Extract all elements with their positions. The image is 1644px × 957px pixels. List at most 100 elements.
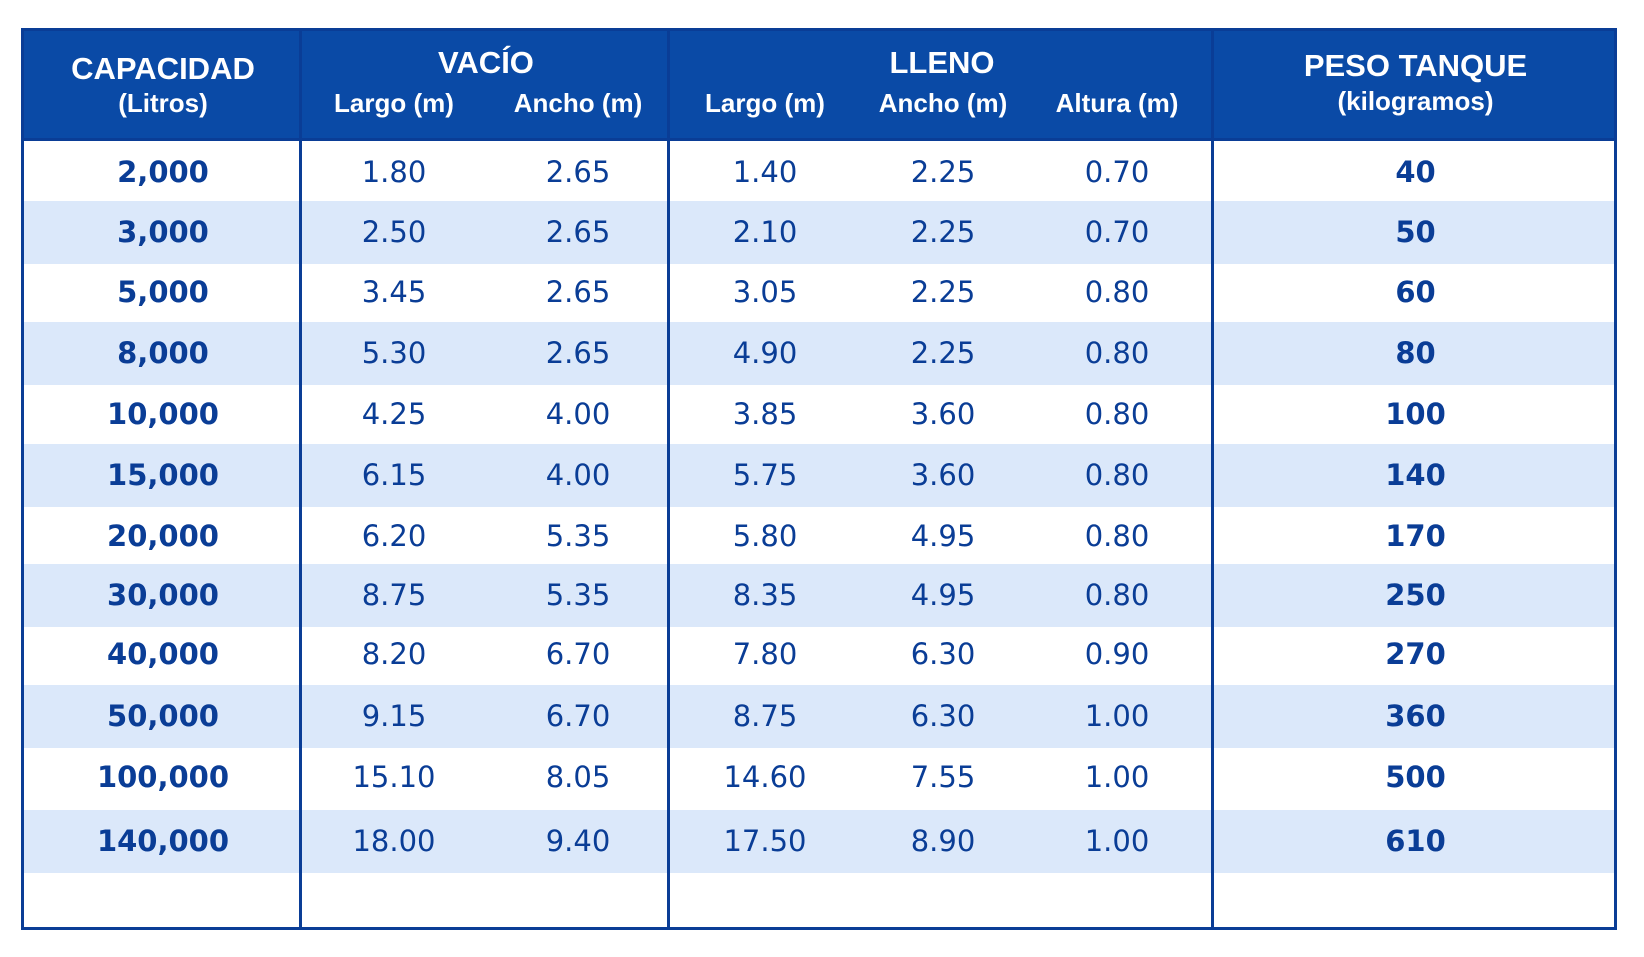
table-row: 2,000 1.80 2.65 1.40 2.25 0.70 40	[24, 141, 1614, 204]
table-row: 50,000 9.15 6.70 8.75 6.30 1.00 360	[24, 685, 1614, 748]
cell-vacio-ancho: 6.70	[545, 637, 611, 671]
cell-vacio-ancho: 4.00	[545, 458, 611, 492]
cell-lleno-altura: 0.70	[1084, 215, 1150, 249]
header-capacidad-sub: (Litros)	[118, 88, 208, 118]
cell-peso: 270	[1385, 637, 1446, 671]
header-lleno-title: LLENO	[889, 45, 995, 80]
cell-lleno-largo: 4.90	[732, 336, 798, 370]
cell-lleno-largo: 8.35	[732, 578, 798, 612]
header-lleno-altura: Altura (m)	[1055, 88, 1179, 118]
cell-lleno-largo: 7.80	[732, 637, 798, 671]
table-row: 140,000 18.00 9.40 17.50 8.90 1.00 610	[24, 810, 1614, 873]
cell-vacio-ancho: 2.65	[545, 155, 611, 189]
table-row: 30,000 8.75 5.35 8.35 4.95 0.80 250	[24, 564, 1614, 627]
cell-lleno-ancho: 2.25	[910, 275, 976, 309]
table-row: 10,000 4.25 4.00 3.85 3.60 0.80 100	[24, 383, 1614, 446]
table-body: 2,000 1.80 2.65 1.40 2.25 0.70 40 3,000 2.50 2.65…	[24, 141, 1614, 927]
cell-capacidad: 20,000	[107, 519, 219, 553]
cell-lleno-ancho: 4.95	[910, 578, 976, 612]
column-divider	[667, 31, 670, 927]
table-row: 15,000 6.15 4.00 5.75 3.60 0.80 140	[24, 444, 1614, 507]
cell-vacio-ancho: 5.35	[545, 578, 611, 612]
column-divider	[1211, 31, 1214, 927]
cell-lleno-altura: 1.00	[1084, 760, 1150, 794]
cell-lleno-largo: 3.85	[732, 397, 798, 431]
cell-peso: 80	[1395, 336, 1436, 370]
cell-vacio-largo: 5.30	[361, 336, 427, 370]
cell-capacidad: 30,000	[107, 578, 219, 612]
cell-vacio-ancho: 2.65	[545, 275, 611, 309]
cell-vacio-largo: 1.80	[361, 155, 427, 189]
cell-lleno-largo: 8.75	[732, 699, 798, 733]
cell-lleno-largo: 14.60	[723, 760, 807, 794]
cell-vacio-largo: 3.45	[361, 275, 427, 309]
cell-lleno-altura: 0.80	[1084, 275, 1150, 309]
cell-vacio-largo: 15.10	[352, 760, 436, 794]
cell-lleno-largo: 2.10	[732, 215, 798, 249]
cell-lleno-ancho: 2.25	[910, 215, 976, 249]
header-vacio-ancho: Ancho (m)	[513, 88, 643, 118]
cell-lleno-ancho: 2.25	[910, 336, 976, 370]
cell-vacio-ancho: 2.65	[545, 336, 611, 370]
cell-vacio-ancho: 2.65	[545, 215, 611, 249]
cell-vacio-ancho: 8.05	[545, 760, 611, 794]
column-divider	[299, 31, 302, 927]
header-lleno-largo: Largo (m)	[705, 88, 825, 118]
cell-lleno-altura: 0.90	[1084, 637, 1150, 671]
cell-lleno-altura: 0.80	[1084, 336, 1150, 370]
cell-capacidad: 15,000	[107, 458, 219, 492]
cell-peso: 610	[1385, 824, 1446, 858]
cell-lleno-ancho: 7.55	[910, 760, 976, 794]
header-lleno-ancho: Ancho (m)	[878, 88, 1008, 118]
cell-vacio-ancho: 9.40	[545, 824, 611, 858]
cell-lleno-ancho: 3.60	[910, 458, 976, 492]
cell-lleno-altura: 1.00	[1084, 699, 1150, 733]
cell-capacidad: 40,000	[107, 637, 219, 671]
cell-vacio-ancho: 4.00	[545, 397, 611, 431]
cell-capacidad: 8,000	[117, 336, 209, 370]
cell-lleno-ancho: 6.30	[910, 637, 976, 671]
header-vacio-title: VACÍO	[438, 45, 534, 80]
cell-vacio-ancho: 5.35	[545, 519, 611, 553]
header-peso-title: PESO TANQUE	[1303, 48, 1528, 83]
header-vacio-largo: Largo (m)	[334, 88, 454, 118]
cell-vacio-largo: 9.15	[361, 699, 427, 733]
table-row: 100,000 15.10 8.05 14.60 7.55 1.00 500	[24, 746, 1614, 809]
cell-lleno-altura: 0.80	[1084, 458, 1150, 492]
tank-dimensions-table: CAPACIDAD (Litros) VACÍO Largo (m) Ancho…	[21, 28, 1617, 930]
cell-vacio-largo: 6.20	[361, 519, 427, 553]
cell-lleno-largo: 17.50	[723, 824, 807, 858]
cell-vacio-largo: 18.00	[352, 824, 436, 858]
cell-vacio-largo: 6.15	[361, 458, 427, 492]
cell-vacio-ancho: 6.70	[545, 699, 611, 733]
cell-capacidad: 140,000	[96, 824, 230, 858]
cell-capacidad: 5,000	[117, 275, 209, 309]
cell-peso: 40	[1395, 155, 1436, 189]
cell-peso: 50	[1395, 215, 1436, 249]
cell-capacidad: 50,000	[107, 699, 219, 733]
cell-capacidad: 10,000	[107, 397, 219, 431]
cell-lleno-ancho: 2.25	[910, 155, 976, 189]
table-row: 40,000 8.20 6.70 7.80 6.30 0.90 270	[24, 623, 1614, 686]
cell-lleno-altura: 1.00	[1084, 824, 1150, 858]
cell-vacio-largo: 8.20	[361, 637, 427, 671]
cell-lleno-largo: 5.80	[732, 519, 798, 553]
cell-lleno-altura: 0.80	[1084, 578, 1150, 612]
cell-lleno-ancho: 6.30	[910, 699, 976, 733]
cell-peso: 250	[1385, 578, 1446, 612]
cell-capacidad: 3,000	[117, 215, 209, 249]
cell-vacio-largo: 2.50	[361, 215, 427, 249]
table-header: CAPACIDAD (Litros) VACÍO Largo (m) Ancho…	[24, 31, 1614, 141]
table-row: 8,000 5.30 2.65 4.90 2.25 0.80 80	[24, 322, 1614, 385]
table-row: 20,000 6.20 5.35 5.80 4.95 0.80 170	[24, 505, 1614, 568]
cell-peso: 60	[1395, 275, 1436, 309]
cell-lleno-ancho: 8.90	[910, 824, 976, 858]
cell-peso: 500	[1385, 760, 1446, 794]
cell-capacidad: 100,000	[96, 760, 230, 794]
cell-vacio-largo: 8.75	[361, 578, 427, 612]
cell-peso: 360	[1385, 699, 1446, 733]
header-peso-sub: (kilogramos)	[1337, 86, 1494, 116]
table-row: 5,000 3.45 2.65 3.05 2.25 0.80 60	[24, 261, 1614, 324]
cell-vacio-largo: 4.25	[361, 397, 427, 431]
cell-lleno-altura: 0.80	[1084, 397, 1150, 431]
